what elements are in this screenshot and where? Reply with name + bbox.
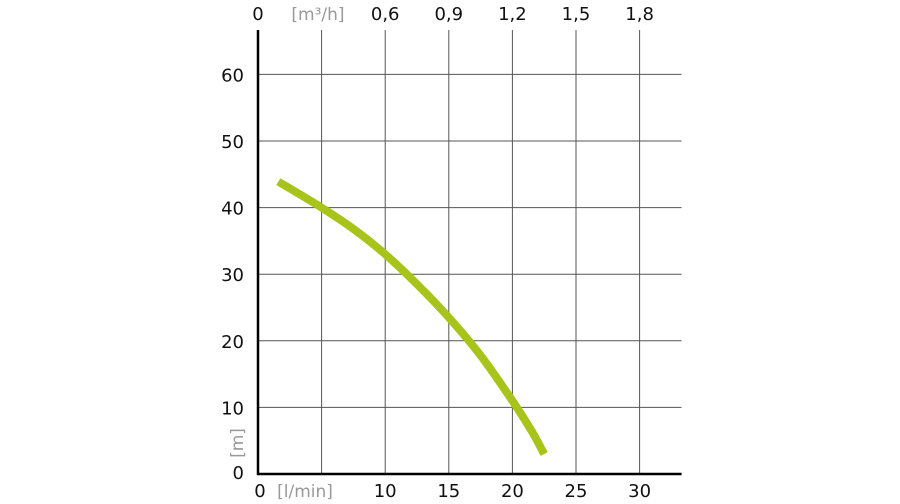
y-tick-label: 40 [221,199,244,220]
x2-tick-label: 1,8 [625,4,654,25]
x2-tick-label: 0 [252,4,263,25]
x-tick-label: 20 [501,481,524,500]
x2-tick-label: 0,9 [434,4,463,25]
x-axis-label: [l/min] [277,482,333,500]
series-line [276,178,548,456]
y-tick-label: 30 [221,265,244,286]
x2-tick-label: 1,2 [498,4,527,25]
tick-labels: 0 10 20 30 40 50 60 0 10 15 20 25 30 0 0,6 0,9 1,2 1,5 1,8 [221,4,654,502]
x2-tick-label: 0,6 [371,4,400,25]
y-tick-label: 50 [221,132,244,153]
grid [258,30,682,474]
x2-axis-label: [m³/h] [291,5,344,25]
axes [256,30,682,476]
x-tick-label: 0 [254,481,265,500]
x-tick-label: 10 [374,481,397,500]
x2-tick-label: 1,5 [562,4,591,25]
y-tick-label: 60 [221,65,244,86]
y-tick-label: 20 [221,332,244,353]
x-tick-label: 30 [628,481,651,500]
y-axis-label: [m] [228,428,248,458]
y-tick-label: 0 [233,463,244,484]
x-tick-label: 15 [437,481,460,500]
x-tick-label: 25 [565,481,588,500]
y-tick-label: 10 [221,398,244,419]
